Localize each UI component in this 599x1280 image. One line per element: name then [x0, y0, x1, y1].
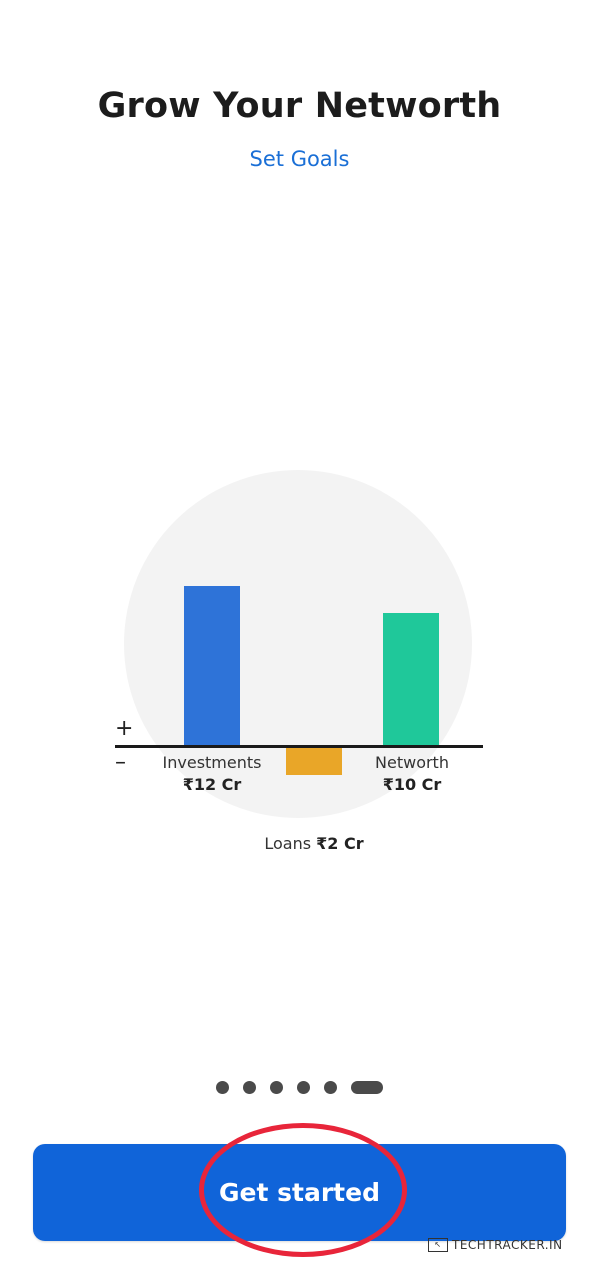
bar-investments	[184, 586, 240, 746]
label-networth: Networth ₹10 Cr	[352, 752, 472, 796]
zero-axis-line	[115, 745, 483, 748]
bar-networth	[383, 613, 439, 746]
cursor-icon: ↖	[428, 1238, 448, 1252]
label-investments: Investments ₹12 Cr	[152, 752, 272, 796]
page-title: Grow Your Networth	[97, 86, 502, 126]
positive-sign: +	[115, 716, 134, 741]
carousel-dot-active[interactable]	[351, 1080, 383, 1094]
watermark-text: TECHTRACKER.IN	[452, 1238, 563, 1252]
category-label: Loans	[264, 834, 312, 853]
page-subtitle: Set Goals	[249, 147, 350, 171]
get-started-button[interactable]: Get started	[33, 1144, 566, 1241]
negative-sign: –	[115, 750, 126, 775]
value-label: ₹2 Cr	[316, 834, 364, 853]
category-label: Networth	[375, 753, 449, 772]
carousel-dot[interactable]	[216, 1080, 229, 1094]
label-loans: Loans ₹2 Cr	[244, 833, 384, 855]
category-label: Investments	[162, 753, 262, 772]
carousel-indicator	[0, 1080, 599, 1094]
carousel-dot[interactable]	[297, 1080, 310, 1094]
value-label: ₹12 Cr	[182, 775, 242, 794]
carousel-dot[interactable]	[270, 1080, 283, 1094]
bar-loans	[286, 748, 342, 775]
value-label: ₹10 Cr	[382, 775, 442, 794]
carousel-dot[interactable]	[324, 1080, 337, 1094]
watermark: ↖ TECHTRACKER.IN	[428, 1236, 563, 1254]
carousel-dot[interactable]	[243, 1080, 256, 1094]
